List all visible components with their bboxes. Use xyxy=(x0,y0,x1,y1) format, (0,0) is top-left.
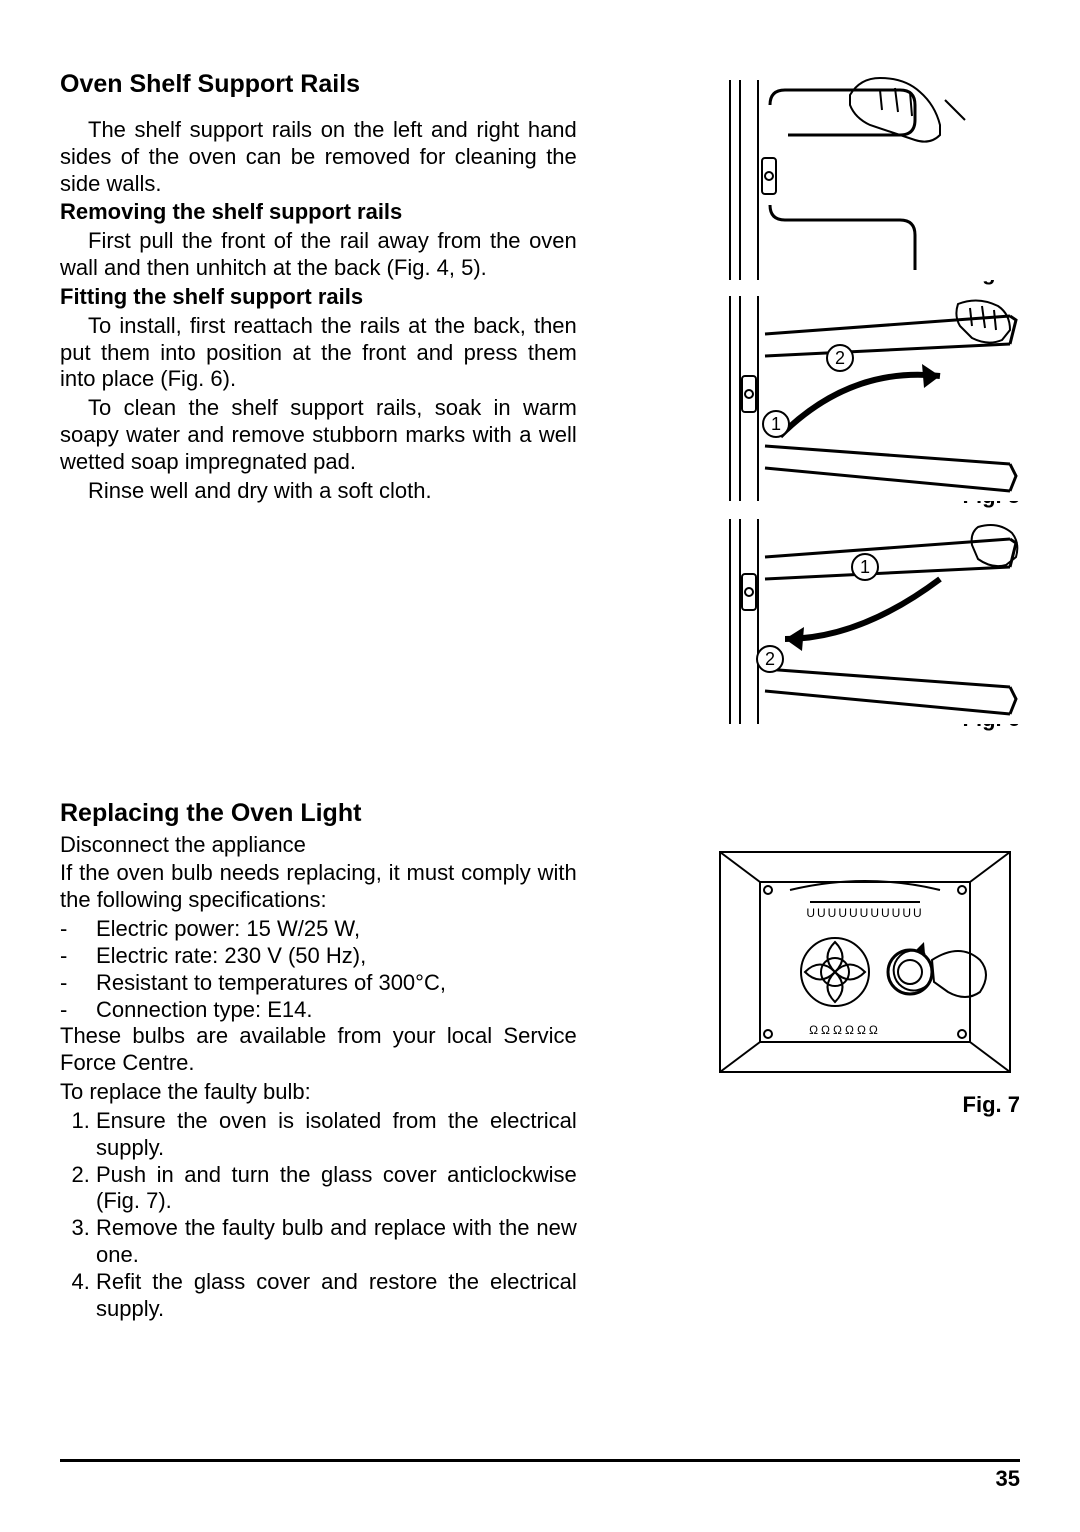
spec-item: Resistant to temperatures of 300°C, xyxy=(96,970,577,997)
step-item: Push in and turn the glass cover anticlo… xyxy=(96,1162,577,1216)
light-body2: These bulbs are available from your loca… xyxy=(60,1023,577,1105)
footer-rule xyxy=(60,1459,1020,1462)
right-column: Fig. 4 xyxy=(647,70,1020,1323)
rails-removing-body: First pull the front of the rail away fr… xyxy=(60,228,577,282)
two-column-layout: Oven Shelf Support Rails The shelf suppo… xyxy=(60,70,1020,1323)
spec-item: Connection type: E14. xyxy=(96,997,577,1024)
column-gap-spacer xyxy=(60,507,577,799)
rails-body: The shelf support rails on the left and … xyxy=(60,117,577,505)
figure-5-diagram: 1 2 xyxy=(710,296,1020,501)
step-item: Ensure the oven is isolated from the ele… xyxy=(96,1108,577,1162)
figure-4-diagram xyxy=(710,70,1020,280)
figure-7-caption: Fig. 7 xyxy=(647,1092,1020,1118)
step-item: Remove the faulty bulb and replace with … xyxy=(96,1215,577,1269)
spec-item: Electric power: 15 W/25 W, xyxy=(96,916,577,943)
svg-text:1: 1 xyxy=(860,557,870,577)
figure-7-diagram: UUUUUUUUUUU ΩΩΩΩΩΩ xyxy=(710,842,1020,1082)
light-specs-list: Electric power: 15 W/25 W, Electric rate… xyxy=(60,916,577,1023)
manual-page: Oven Shelf Support Rails The shelf suppo… xyxy=(0,0,1080,1532)
rails-intro: The shelf support rails on the left and … xyxy=(60,117,577,197)
rails-fitting-head: Fitting the shelf support rails xyxy=(60,284,577,311)
rails-fitting-body3: Rinse well and dry with a soft cloth. xyxy=(60,478,577,505)
figure-6-diagram: 1 2 xyxy=(710,519,1020,724)
svg-text:UUUUUUUUUUU: UUUUUUUUUUU xyxy=(806,906,923,920)
light-line2: If the oven bulb needs replacing, it mus… xyxy=(60,860,577,914)
page-number: 35 xyxy=(996,1466,1020,1492)
light-steps-list: Ensure the oven is isolated from the ele… xyxy=(60,1108,577,1323)
svg-text:2: 2 xyxy=(765,649,775,669)
left-column: Oven Shelf Support Rails The shelf suppo… xyxy=(60,70,577,1323)
heading-oven-shelf-support-rails: Oven Shelf Support Rails xyxy=(60,70,577,99)
svg-text:1: 1 xyxy=(771,414,781,434)
light-body: Disconnect the appliance If the oven bul… xyxy=(60,832,577,914)
rails-fitting-body2: To clean the shelf support rails, soak i… xyxy=(60,395,577,475)
light-line3: These bulbs are available from your loca… xyxy=(60,1023,577,1077)
spec-item: Electric rate: 230 V (50 Hz), xyxy=(96,943,577,970)
light-line1: Disconnect the appliance xyxy=(60,832,577,859)
rails-removing-head: Removing the shelf support rails xyxy=(60,199,577,226)
rails-fitting-body1: To install, first reattach the rails at … xyxy=(60,313,577,393)
svg-text:2: 2 xyxy=(835,348,845,368)
step-item: Refit the glass cover and restore the el… xyxy=(96,1269,577,1323)
light-line4: To replace the faulty bulb: xyxy=(60,1079,577,1106)
svg-text:ΩΩΩΩΩΩ: ΩΩΩΩΩΩ xyxy=(809,1023,881,1037)
heading-replacing-oven-light: Replacing the Oven Light xyxy=(60,799,577,828)
